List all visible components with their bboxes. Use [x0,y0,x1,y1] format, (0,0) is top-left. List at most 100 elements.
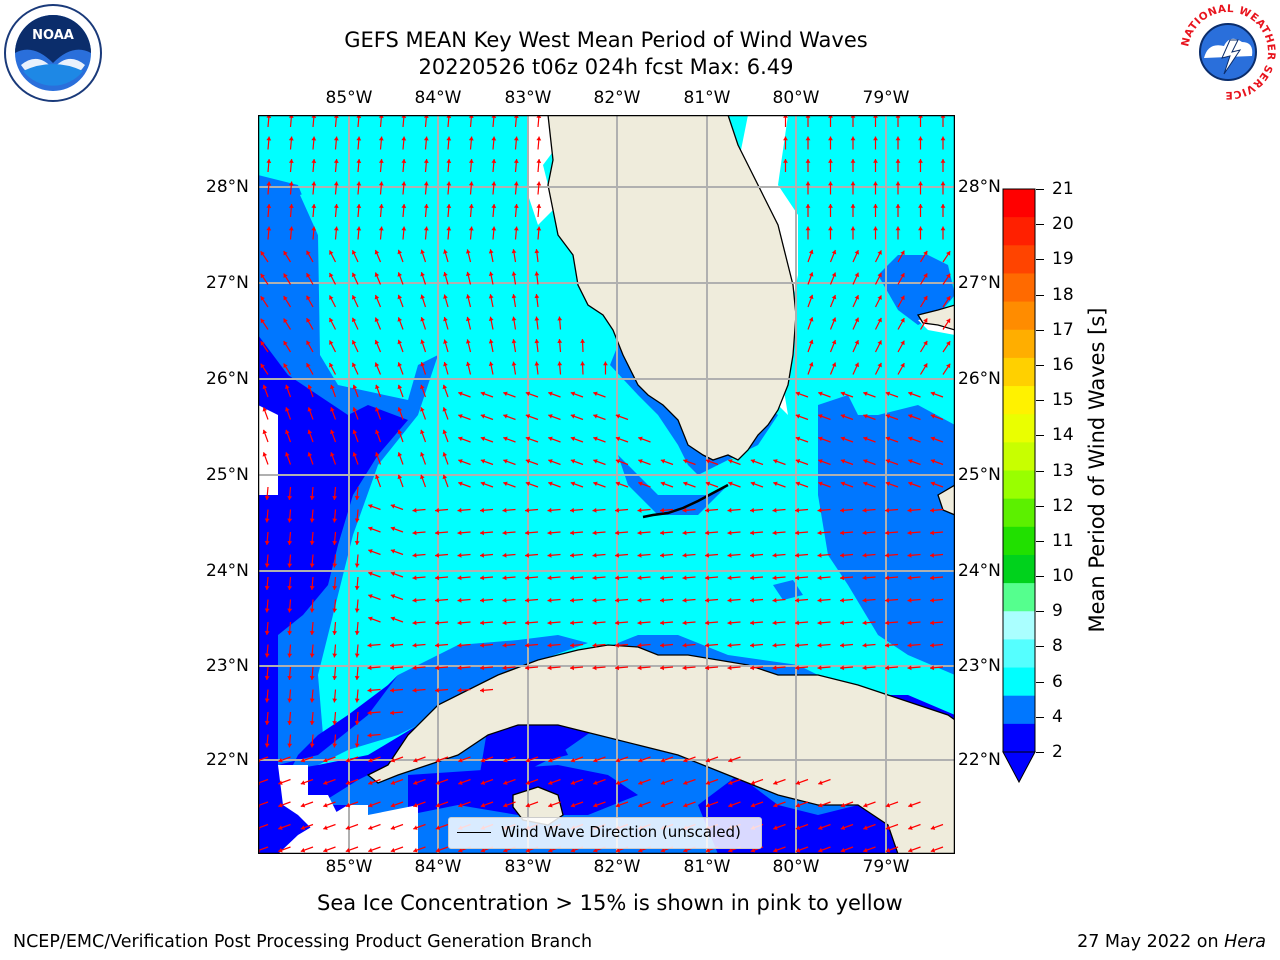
wave-direction-arrow [592,552,606,558]
wave-direction-arrow [614,665,629,671]
wave-direction-arrow [817,575,831,581]
wave-direction-arrow [332,734,338,748]
wave-direction-arrow [773,778,786,785]
wave-direction-arrow [300,778,314,785]
wave-direction-arrow [306,272,314,285]
wave-direction-arrow [329,362,337,375]
wave-direction-arrow [918,181,923,195]
wave-direction-arrow [468,181,474,195]
wave-direction-arrow [457,597,471,603]
colorbar-cell [1003,723,1035,753]
land [366,115,955,854]
wave-direction-arrow [750,481,764,488]
wave-direction-arrow [354,666,360,681]
bahamas [916,304,955,331]
wave-direction-arrow [862,620,876,626]
wave-direction-arrow [413,756,426,763]
wave-direction-arrow [919,295,928,308]
wave-direction-arrow [413,846,426,853]
wave-direction-arrow [306,250,314,263]
wave-direction-arrow [930,414,944,421]
wave-direction-arrow [435,846,449,853]
wave-direction-arrow [287,689,293,703]
wave-direction-arrow [287,599,293,613]
wave-direction-arrow [266,226,272,240]
wave-direction-arrow [352,429,359,443]
wave-direction-arrow [300,801,314,808]
wave-direction-arrow [332,689,338,703]
wave-direction-arrow [884,575,899,581]
wave-direction-arrow [907,597,921,603]
colorbar-tick-label: 12 [1052,495,1074,516]
wave-direction-arrow [356,226,362,240]
wave-direction-arrow [465,316,472,330]
wave-direction-arrow [885,414,899,421]
wave-direction-arrow [592,620,606,626]
wave-direction-arrow [442,407,449,420]
wave-direction-arrow [783,159,788,172]
wave-direction-arrow [728,778,741,785]
wave-direction-arrow [260,340,269,353]
wave-direction-arrow [638,778,651,785]
wave-direction-arrow [614,507,629,513]
wave-direction-arrow [659,530,674,536]
wave-direction-arrow [885,846,899,853]
footer-date-line: 27 May 2022 on Hera [1077,932,1266,952]
wave-direction-arrow [638,481,651,488]
sea-ice-note: Sea Ice Concentration > 15% is shown in … [317,891,903,915]
wave-direction-arrow [354,554,360,568]
wave-direction-arrow [659,620,674,626]
wave-direction-arrow [750,801,764,808]
wave-direction-arrow [329,250,337,263]
colorbar-cell [1003,386,1035,415]
wave-direction-arrow [727,530,741,536]
wave-direction-arrow [306,362,314,375]
wave-direction-arrow [918,226,923,240]
wave-direction-arrow [260,273,269,285]
wave-direction-arrow [728,801,741,808]
wave-direction-arrow [682,530,696,536]
wave-direction-arrow [593,436,606,443]
colorbar-tick-mark [1036,329,1044,331]
wave-direction-arrow [907,575,921,581]
wave-direction-arrow [773,801,786,808]
colorbar-tick-mark [1036,400,1044,402]
wave-direction-arrow [524,620,539,626]
wave-direction-arrow [401,226,407,240]
wave-direction-arrow [795,459,809,466]
wave-direction-arrow [458,481,471,488]
wave-direction-arrow [446,226,452,240]
wave-direction-arrow [390,778,404,785]
wave-direction-arrow [283,340,292,353]
wave-direction-arrow [807,317,814,330]
wave-direction-arrow [264,644,270,658]
wave-direction-arrow [705,801,719,808]
wave-direction-arrow [783,136,788,150]
wave-direction-arrow [794,575,809,581]
wave-direction-arrow [637,642,651,648]
wave-direction-arrow [839,642,854,648]
wave-direction-arrow [895,136,901,150]
wave-direction-arrow [283,318,292,330]
wave-direction-arrow [839,575,854,581]
wave-direction-arrow [807,249,814,263]
wave-direction-arrow [592,665,606,671]
wave-direction-arrow [547,575,561,581]
wave-direction-arrow [389,665,404,671]
wave-direction-arrow [682,597,696,603]
wave-direction-arrow [850,159,856,172]
wave-direction-arrow [390,801,404,808]
wave-direction-arrow [356,136,362,150]
wave-direction-arrow [465,361,472,375]
wave-direction-arrow [525,391,539,398]
wave-direction-arrow [570,459,584,466]
wave-direction-arrow [397,362,404,375]
colorbar-tick-mark [1036,681,1044,683]
wave-direction-arrow [637,665,651,671]
wave-direction-arrow [852,317,860,330]
wave-direction-arrow [465,339,472,353]
wave-direction-arrow [330,407,337,420]
wave-direction-arrow [503,414,516,421]
wave-direction-arrow [593,778,606,785]
wave-direction-arrow [351,339,359,353]
